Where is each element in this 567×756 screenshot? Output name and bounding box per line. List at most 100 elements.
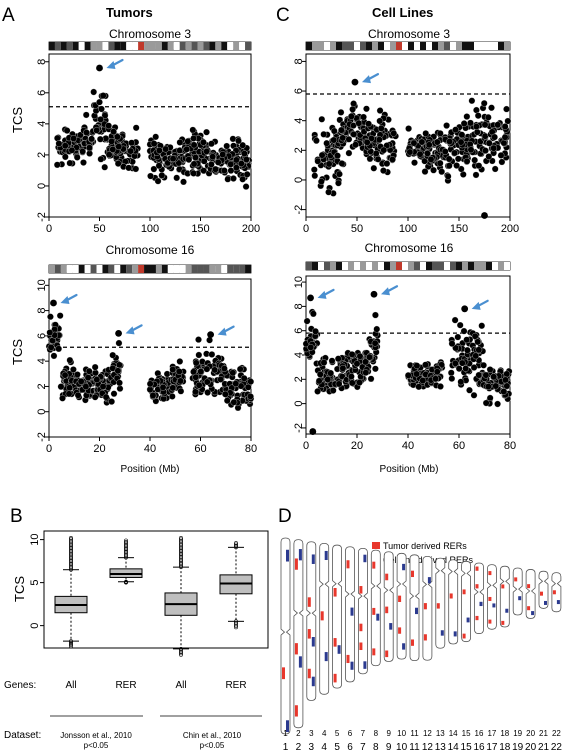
cytoband: [54, 265, 61, 273]
outlier: [234, 541, 238, 545]
chromosome-number: 16: [473, 742, 485, 753]
arrow-head: [361, 75, 371, 84]
chromosome-3: 3: [306, 541, 317, 738]
tumor-rer-mark: [552, 590, 556, 595]
data-point: [110, 390, 118, 398]
data-points: [45, 299, 255, 412]
tumor-rer-mark: [527, 606, 531, 611]
panel-label-b: B: [10, 506, 23, 527]
cytoband: [336, 42, 342, 50]
data-point: [116, 379, 123, 387]
cytoband: [306, 42, 312, 50]
cytoband: [324, 42, 330, 50]
data-point: [500, 388, 508, 395]
data-point: [190, 141, 198, 149]
cytoband: [360, 42, 366, 50]
outlier: [124, 538, 128, 543]
cytoband: [378, 42, 384, 50]
cell-rer-mark: [440, 630, 444, 636]
chromosome-number: 19: [512, 742, 524, 753]
data-point: [350, 100, 357, 107]
data-point: [77, 378, 85, 385]
data-point: [460, 120, 468, 127]
data-point: [61, 371, 69, 379]
cell-rer-mark: [311, 676, 315, 687]
cell-rer-mark: [298, 656, 302, 668]
x-tick-label: 0: [46, 443, 52, 455]
cytoband: [390, 42, 396, 50]
data-point: [108, 398, 115, 405]
tumor-rer-mark: [488, 571, 492, 576]
cytoband: [432, 42, 438, 50]
data-point: [472, 352, 480, 360]
data-point: [452, 126, 459, 134]
outlier: [124, 545, 128, 550]
cell-rer-mark: [427, 577, 431, 584]
data-point: [316, 371, 324, 378]
cytoband: [342, 42, 348, 50]
data-point: [224, 175, 232, 183]
y-tick-label: 8: [293, 58, 305, 64]
outlier: [124, 551, 128, 556]
data-point: [418, 138, 426, 146]
data-point: [154, 177, 162, 185]
data-point: [363, 138, 371, 146]
data-point: [223, 142, 231, 150]
outlier: [69, 541, 73, 546]
y-tick-label: 2: [293, 376, 305, 382]
data-point: [82, 111, 90, 119]
chromosome-number: 12: [422, 742, 434, 753]
chromosome-number: 8: [373, 742, 379, 753]
outlier: [69, 644, 73, 649]
data-point: [488, 104, 495, 112]
tumor-rer-mark: [294, 643, 298, 655]
arrow-head: [471, 301, 481, 310]
cytoband: [450, 42, 456, 50]
data-point: [427, 156, 435, 163]
data-point: [192, 388, 199, 396]
data-point: [424, 150, 431, 157]
data-point: [482, 371, 490, 379]
tumor-rer-mark: [359, 642, 363, 651]
data-point: [448, 375, 456, 382]
chromosome-label: 1: [283, 729, 288, 738]
data-point: [90, 88, 98, 96]
data-point: [451, 316, 459, 324]
data-point: [85, 367, 93, 375]
outlier: [69, 537, 73, 542]
data-point: [200, 138, 207, 146]
cytoband: [78, 265, 85, 273]
chromosome-label: 21: [539, 729, 548, 738]
data-point: [460, 327, 468, 335]
cytoband: [402, 262, 408, 270]
x-tick-label: 100: [141, 223, 159, 235]
chromosome-label: 22: [552, 729, 561, 738]
tumor-rer-mark: [359, 586, 363, 594]
data-point: [335, 179, 342, 187]
cytoband: [480, 42, 486, 50]
data-point: [317, 178, 325, 185]
tumor-rer-mark: [475, 615, 479, 621]
cytoband: [330, 42, 336, 50]
chromosome-2: 2: [293, 539, 304, 738]
data-point: [68, 146, 76, 154]
outlier: [69, 639, 73, 644]
data-points: [53, 64, 253, 190]
tumor-rer-mark: [423, 634, 427, 641]
cytoband: [372, 42, 378, 50]
data-point: [355, 119, 363, 127]
data-point: [404, 371, 412, 379]
data-point: [486, 366, 494, 373]
data-point: [189, 126, 197, 134]
data-point: [320, 130, 328, 138]
cytoband: [126, 42, 133, 50]
cell-rer-mark: [337, 645, 341, 654]
x-tick-label: 40: [402, 440, 414, 452]
data-point: [498, 158, 506, 166]
cell-rer-mark: [311, 637, 315, 647]
cytoband: [354, 262, 360, 270]
chromosome-9: 9: [383, 551, 394, 738]
cell-rer-mark: [479, 601, 483, 607]
cytoband: [78, 42, 85, 50]
tumor-rer-mark: [372, 648, 376, 656]
